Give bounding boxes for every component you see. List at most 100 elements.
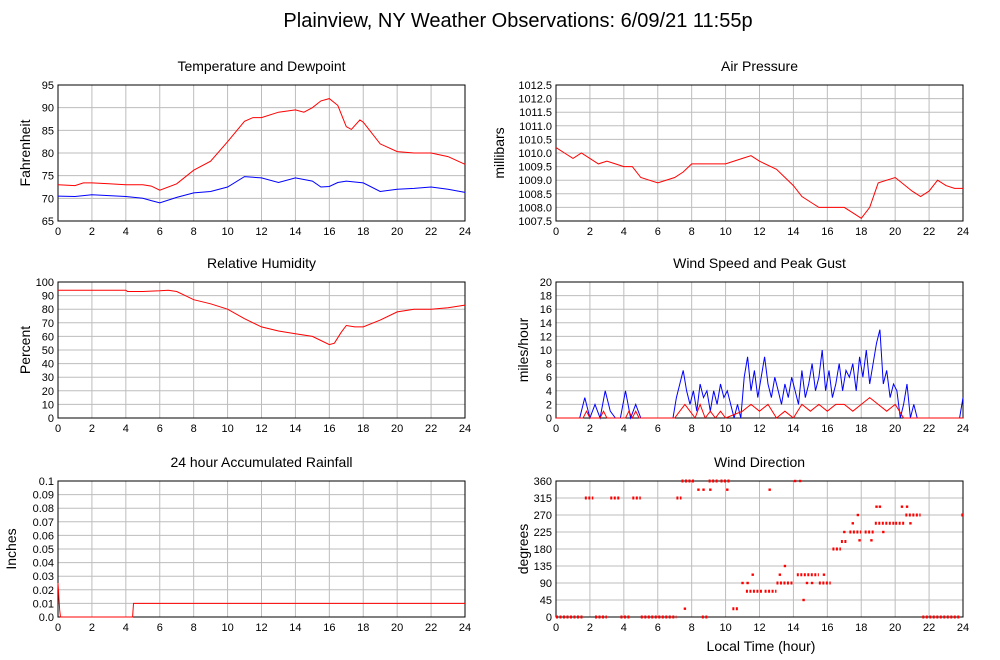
y-tick-label: 0.09	[33, 490, 54, 502]
plot-frame	[57, 281, 466, 419]
y-axis-label: millibars	[491, 127, 507, 178]
y-tick-label: 0.1	[39, 476, 54, 488]
y-tick-label: 45	[540, 595, 552, 607]
y-tick-label: 70	[42, 193, 54, 205]
y-tick-label: 20	[42, 386, 54, 398]
x-tick-label: 0	[553, 226, 559, 238]
y-tick-label: 1010.0	[518, 148, 552, 160]
direction-point	[909, 522, 912, 525]
x-tick-label: 10	[719, 226, 731, 238]
y-tick-label: 6	[546, 372, 552, 384]
direction-point	[856, 513, 860, 517]
x-tick-label: 24	[957, 622, 969, 634]
x-tick-label: 24	[459, 226, 471, 238]
x-tick-label: 8	[191, 423, 197, 435]
direction-point	[702, 488, 705, 491]
y-tick-label: 40	[42, 359, 54, 371]
x-tick-label: 6	[655, 622, 661, 634]
y-tick-label: 225	[534, 527, 552, 539]
series-line-0	[57, 98, 466, 191]
y-tick-label: 1007.5	[518, 216, 552, 228]
x-tick-label: 18	[357, 622, 369, 634]
y-tick-label: 1012.5	[518, 80, 552, 92]
chart-title: 24 hour Accumulated Rainfall	[170, 454, 352, 470]
page-title: Plainview, NY Weather Observations: 6/09…	[283, 10, 752, 32]
x-tick-label: 18	[855, 423, 867, 435]
x-tick-label: 2	[89, 622, 95, 634]
y-tick-label: 90	[42, 291, 54, 303]
chart-title: Air Pressure	[721, 58, 798, 74]
x-tick-label: 16	[821, 226, 833, 238]
y-tick-label: 1010.5	[518, 134, 552, 146]
y-tick-label: 1008.5	[518, 189, 552, 201]
x-tick-label: 8	[689, 226, 695, 238]
y-tick-label: 90	[540, 578, 552, 590]
y-tick-label: 16	[540, 304, 552, 316]
x-tick-label: 10	[221, 423, 233, 435]
y-tick-label: 100	[36, 277, 54, 289]
x-tick-label: 6	[157, 423, 163, 435]
y-tick-label: 360	[534, 476, 552, 488]
direction-point	[878, 505, 882, 508]
y-tick-label: 70	[42, 318, 54, 330]
x-tick-label: 24	[957, 423, 969, 435]
direction-point	[900, 505, 904, 508]
direction-point	[793, 479, 797, 483]
x-tick-label: 16	[821, 423, 833, 435]
direction-point	[783, 564, 787, 568]
y-tick-label: 1009.5	[518, 162, 552, 174]
y-tick-label: 1009.0	[518, 175, 552, 187]
x-tick-label: 14	[289, 423, 301, 435]
x-tick-label: 16	[323, 423, 335, 435]
series-line-1	[57, 176, 466, 204]
y-tick-label: 2	[546, 399, 552, 411]
direction-point	[768, 488, 771, 491]
y-tick-label: 85	[42, 125, 54, 137]
direction-point	[709, 488, 712, 491]
y-tick-label: 1011.5	[519, 107, 552, 119]
direction-point	[882, 530, 885, 534]
x-tick-label: 12	[753, 423, 765, 435]
y-tick-label: 0	[546, 612, 552, 624]
y-tick-label: 0.08	[33, 503, 54, 515]
x-tick-label: 18	[357, 226, 369, 238]
x-tick-label: 18	[357, 423, 369, 435]
direction-point	[905, 505, 909, 508]
y-axis-label: Fahrenheit	[17, 119, 33, 186]
x-tick-label: 16	[323, 226, 335, 238]
x-tick-label: 10	[221, 622, 233, 634]
y-tick-label: 180	[534, 544, 552, 556]
y-tick-label: 270	[534, 510, 552, 522]
x-tick-label: 14	[787, 226, 799, 238]
series-line-1	[556, 396, 963, 420]
x-tick-label: 6	[655, 423, 661, 435]
x-tick-label: 10	[719, 622, 731, 634]
y-tick-label: 10	[540, 345, 552, 357]
direction-point	[870, 539, 873, 542]
chart-title: Wind Speed and Peak Gust	[673, 255, 846, 271]
y-tick-label: 30	[42, 372, 54, 384]
direction-point	[741, 581, 744, 585]
x-tick-label: 12	[753, 622, 765, 634]
y-tick-label: 0	[48, 413, 54, 425]
series-line-0	[57, 582, 465, 618]
x-tick-label: 6	[157, 622, 163, 634]
y-axis-label: miles/hour	[515, 317, 531, 382]
chart-title: Relative Humidity	[207, 255, 316, 271]
x-tick-label: 20	[889, 423, 901, 435]
direction-point	[843, 530, 846, 534]
y-tick-label: 315	[534, 493, 552, 505]
x-tick-label: 24	[459, 423, 471, 435]
y-tick-label: 14	[540, 318, 552, 330]
x-tick-label: 8	[191, 622, 197, 634]
x-tick-label: 2	[89, 226, 95, 238]
y-tick-label: 12	[540, 331, 552, 343]
x-tick-label: 14	[787, 622, 799, 634]
plot-frame	[57, 84, 466, 222]
y-tick-label: 80	[42, 304, 54, 316]
y-tick-label: 60	[42, 331, 54, 343]
